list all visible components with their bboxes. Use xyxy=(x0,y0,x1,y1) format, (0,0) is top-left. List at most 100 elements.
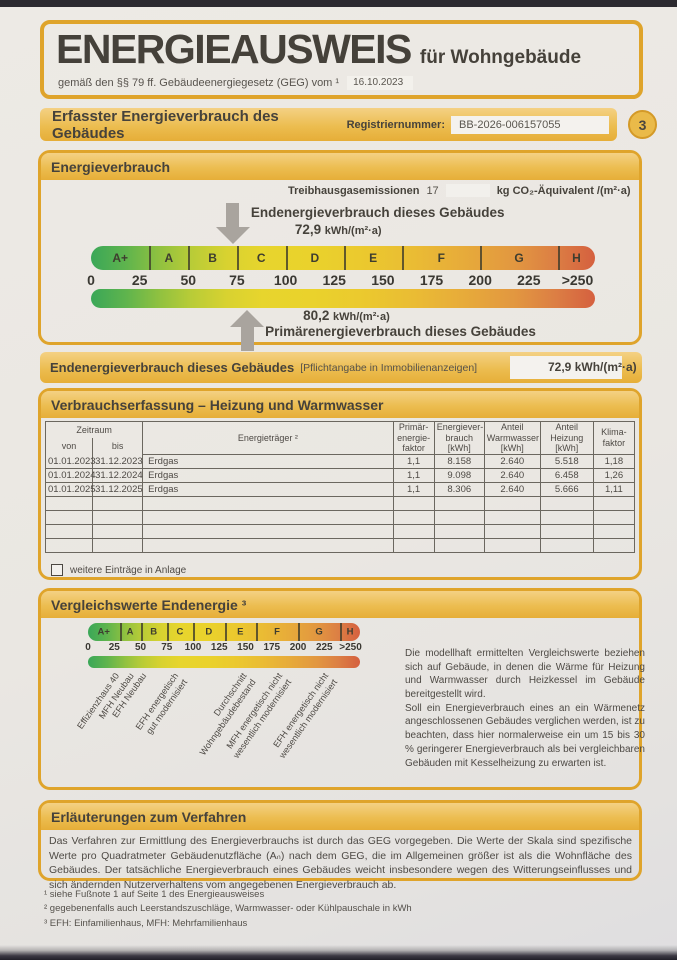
scale-tick-label: 200 xyxy=(468,272,492,288)
scale-class-A+: A+ xyxy=(97,626,110,638)
table-cell xyxy=(483,509,541,525)
table-cell xyxy=(142,495,394,511)
energy-scale-small: A+ A B C D E F G H 0 25 50 75 100 125 150 175 200 225 >250 xyxy=(85,623,362,669)
energy-gradient-bar-small xyxy=(88,656,360,668)
final-energy-annotation: Endenergieverbrauch dieses Gebäudes 72,9… xyxy=(251,205,505,237)
scale-class-divider xyxy=(188,246,191,270)
table-row: 01.01.2025 31.12.2025 Erdgas 1,1 8.306 2.640 5… xyxy=(44,481,636,497)
col-header-to: bis xyxy=(92,437,144,455)
procedure-text: Das Verfahren zur Ermittlung des Energie… xyxy=(49,835,632,892)
table-cell: 31.12.2024 xyxy=(92,467,144,483)
scale-tick-label: 175 xyxy=(419,272,444,288)
scale-tick-label: 225 xyxy=(517,272,541,288)
scale-tick-label: 200 xyxy=(289,642,307,653)
table-cell: 1,1 xyxy=(392,467,435,483)
scale-class-divider xyxy=(119,623,122,641)
table-cell xyxy=(539,509,594,525)
scale-class-H: H xyxy=(346,626,354,638)
photo-top-edge xyxy=(0,0,677,7)
table-row-empty xyxy=(44,495,636,511)
table-row-empty xyxy=(44,523,636,539)
table-cell xyxy=(539,523,594,539)
law-reference-line: gemäß den §§ 79 ff. Gebäudeenergiegesetz… xyxy=(58,76,414,90)
scale-class-divider xyxy=(256,623,259,641)
scale-tick-label: 150 xyxy=(371,272,395,288)
primary-energy-arrow-icon xyxy=(230,310,265,351)
footnotes: ¹ siehe Fußnote 1 auf Seite 1 des Energi… xyxy=(44,888,412,931)
table-cell: 5.666 xyxy=(539,481,594,497)
table-row: 01.01.2023 31.12.2023 Erdgas 1,1 8.158 2.640 5… xyxy=(44,453,636,469)
scale-tick-label: 25 xyxy=(131,272,148,288)
footnote-1: ¹ siehe Fußnote 1 auf Seite 1 des Energi… xyxy=(44,889,265,900)
table-cell xyxy=(433,495,485,511)
table-cell xyxy=(142,509,394,525)
ghg-emissions-value: 17 xyxy=(426,184,439,197)
certificate-title-suffix: für Wohngebäude xyxy=(419,47,582,68)
scale-class-divider xyxy=(140,623,143,641)
mandatory-value-field xyxy=(510,356,622,379)
scale-class-A+: A+ xyxy=(112,251,129,265)
scale-tick-label: 125 xyxy=(210,642,228,653)
table-row: 01.01.2024 31.12.2024 Erdgas 1,1 9.098 2.640 6… xyxy=(44,467,636,483)
table-cell xyxy=(44,523,94,539)
scale-class-divider xyxy=(343,246,346,270)
table-cell xyxy=(592,495,636,511)
scale-class-D: D xyxy=(205,626,213,638)
col-header-period: Zeitraum xyxy=(44,420,144,438)
table-cell xyxy=(44,509,94,525)
scale-class-divider xyxy=(149,246,152,270)
scale-tick-label: 100 xyxy=(273,272,298,288)
scale-class-divider xyxy=(224,623,227,641)
col-header-hot-water: Anteil Warmwasser [kWh] xyxy=(483,421,541,455)
col-header-primary-factor: Primär- energie- faktor xyxy=(392,421,435,455)
scale-class-divider xyxy=(480,246,483,270)
table-cell: Erdgas xyxy=(142,467,394,483)
registry-number-label: Registriernummer: xyxy=(346,118,445,131)
scale-class-divider xyxy=(285,246,288,270)
table-cell: Erdgas xyxy=(142,453,394,469)
certificate-title-row: ENERGIEAUSWEIS für Wohngebäude xyxy=(56,26,581,73)
section-energy-consumption: Energieverbrauch Treibhausgasemissionen … xyxy=(38,150,642,351)
col-header-consumption: Energiever- brauch [kWh] xyxy=(433,421,485,455)
scale-class-C: C xyxy=(176,626,184,638)
scale-class-A: A xyxy=(126,626,134,638)
table-cell xyxy=(592,523,636,539)
table-cell xyxy=(392,509,435,525)
table-cell: 31.12.2025 xyxy=(92,481,144,497)
scale-tick-label: 225 xyxy=(315,642,333,653)
scale-tick-label: >250 xyxy=(561,272,594,288)
scale-tick-label: 25 xyxy=(108,642,120,653)
more-entries-row: weitere Einträge in Anlage xyxy=(51,564,186,576)
table-cell: Erdgas xyxy=(142,481,394,497)
table-cell xyxy=(539,537,594,553)
primary-energy-value: 80,2 kWh/(m²·a) xyxy=(303,308,390,323)
energy-gradient-bar xyxy=(91,289,595,308)
scale-class-divider xyxy=(236,246,239,270)
scale-class-divider xyxy=(402,246,405,270)
scale-class-divider xyxy=(193,623,196,641)
ghg-emissions-unit: kg CO₂-Äquivalent /(m²·a) xyxy=(496,184,631,197)
table-cell xyxy=(483,537,541,553)
mandatory-note: [Pflichtangabe in Immobilienanzeigen] xyxy=(300,361,478,374)
table-cell xyxy=(592,509,636,525)
table-cell xyxy=(433,537,485,553)
scale-class-F: F xyxy=(274,626,280,638)
table-cell: 2.640 xyxy=(483,481,541,497)
scale-class-E: E xyxy=(369,251,378,265)
table-cell xyxy=(142,537,394,553)
final-energy-label: Endenergieverbrauch dieses Gebäudes xyxy=(250,205,505,220)
scale-tick-label: 0 xyxy=(87,272,95,288)
scale-class-D: D xyxy=(310,251,320,265)
table-row-empty xyxy=(44,537,636,553)
page-number-badge: 3 xyxy=(628,110,657,139)
energy-class-band-small: A+ A B C D E F G H xyxy=(88,623,360,641)
primary-energy-annotation: 80,2 kWh/(m²·a) Primärenergieverbrauch d… xyxy=(265,308,536,339)
table-cell: 31.12.2023 xyxy=(92,453,144,469)
comparison-explanation-text: Die modellhaft ermittelten Vergleichswer… xyxy=(405,647,645,770)
scale-tick-label: 50 xyxy=(134,642,147,653)
section-header-energy-consumption: Energieverbrauch xyxy=(41,153,639,180)
table-cell: 1,11 xyxy=(592,481,636,497)
scale-tick-label: 75 xyxy=(161,642,173,653)
scale-class-divider xyxy=(340,623,343,641)
ghg-emissions-row: Treibhausgasemissionen 17 kg CO₂-Äquival… xyxy=(288,184,631,197)
